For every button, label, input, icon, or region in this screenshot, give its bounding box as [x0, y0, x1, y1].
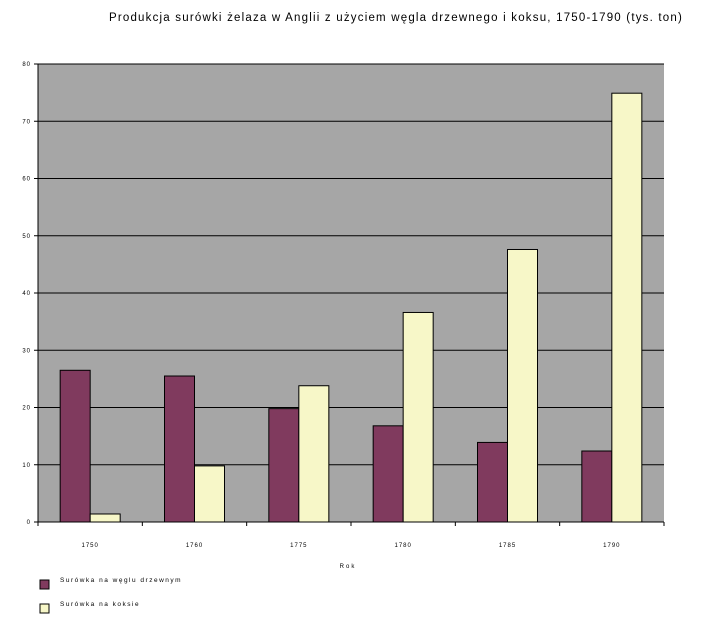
gridlines — [38, 63, 664, 466]
legend: Surówka na węglu drzewnym Surówka na koks… — [39, 577, 182, 614]
y-tick-label: 80 — [22, 62, 31, 68]
x-tick-label: 1760 — [186, 543, 203, 549]
bar-charcoal-1775 — [268, 408, 300, 523]
x-tick-label: 1785 — [499, 543, 516, 549]
y-tick-label: 50 — [22, 234, 31, 240]
bar-coke-1790 — [611, 92, 643, 523]
bar-charcoal-1760 — [164, 375, 195, 523]
bar-coke-1760 — [194, 465, 225, 523]
legend-label: Surówka na węglu drzewnym — [60, 577, 182, 584]
y-tick-label: 70 — [22, 119, 31, 125]
y-tick-label: 30 — [22, 348, 31, 354]
y-tick-label: 10 — [22, 463, 31, 469]
chart-title: Produkcja surówki żelaza w Anglii z użyc… — [109, 12, 683, 24]
bars — [59, 92, 643, 523]
legend-swatch — [39, 603, 50, 614]
x-tick-label: 1750 — [81, 543, 98, 549]
legend-label: Surówka na koksie — [60, 601, 140, 608]
y-axis-ticks: 0 10 20 30 40 50 60 70 80 — [22, 62, 38, 526]
y-tick-label: 0 — [27, 520, 31, 526]
y-tick-label: 40 — [22, 291, 31, 297]
x-tick-label: 1775 — [290, 543, 307, 549]
bar-coke-1775 — [298, 385, 330, 523]
x-tick-label: 1790 — [603, 543, 620, 549]
y-tick-label: 20 — [22, 406, 31, 412]
bar-coke-1780 — [402, 311, 434, 523]
y-tick-label: 60 — [22, 177, 31, 183]
bar-charcoal-1780 — [372, 425, 404, 523]
legend-swatch — [39, 579, 50, 590]
x-axis: 1750 1760 1775 1780 1785 1790 — [37, 64, 665, 549]
bar-coke-1750 — [89, 513, 121, 523]
bar-coke-1785 — [507, 248, 538, 523]
x-axis-title: Rok — [340, 564, 357, 570]
bar-charcoal-1785 — [477, 441, 508, 523]
bar-charcoal-1790 — [581, 450, 613, 523]
bar-charcoal-1750 — [59, 369, 91, 523]
x-tick-label: 1780 — [394, 543, 411, 549]
